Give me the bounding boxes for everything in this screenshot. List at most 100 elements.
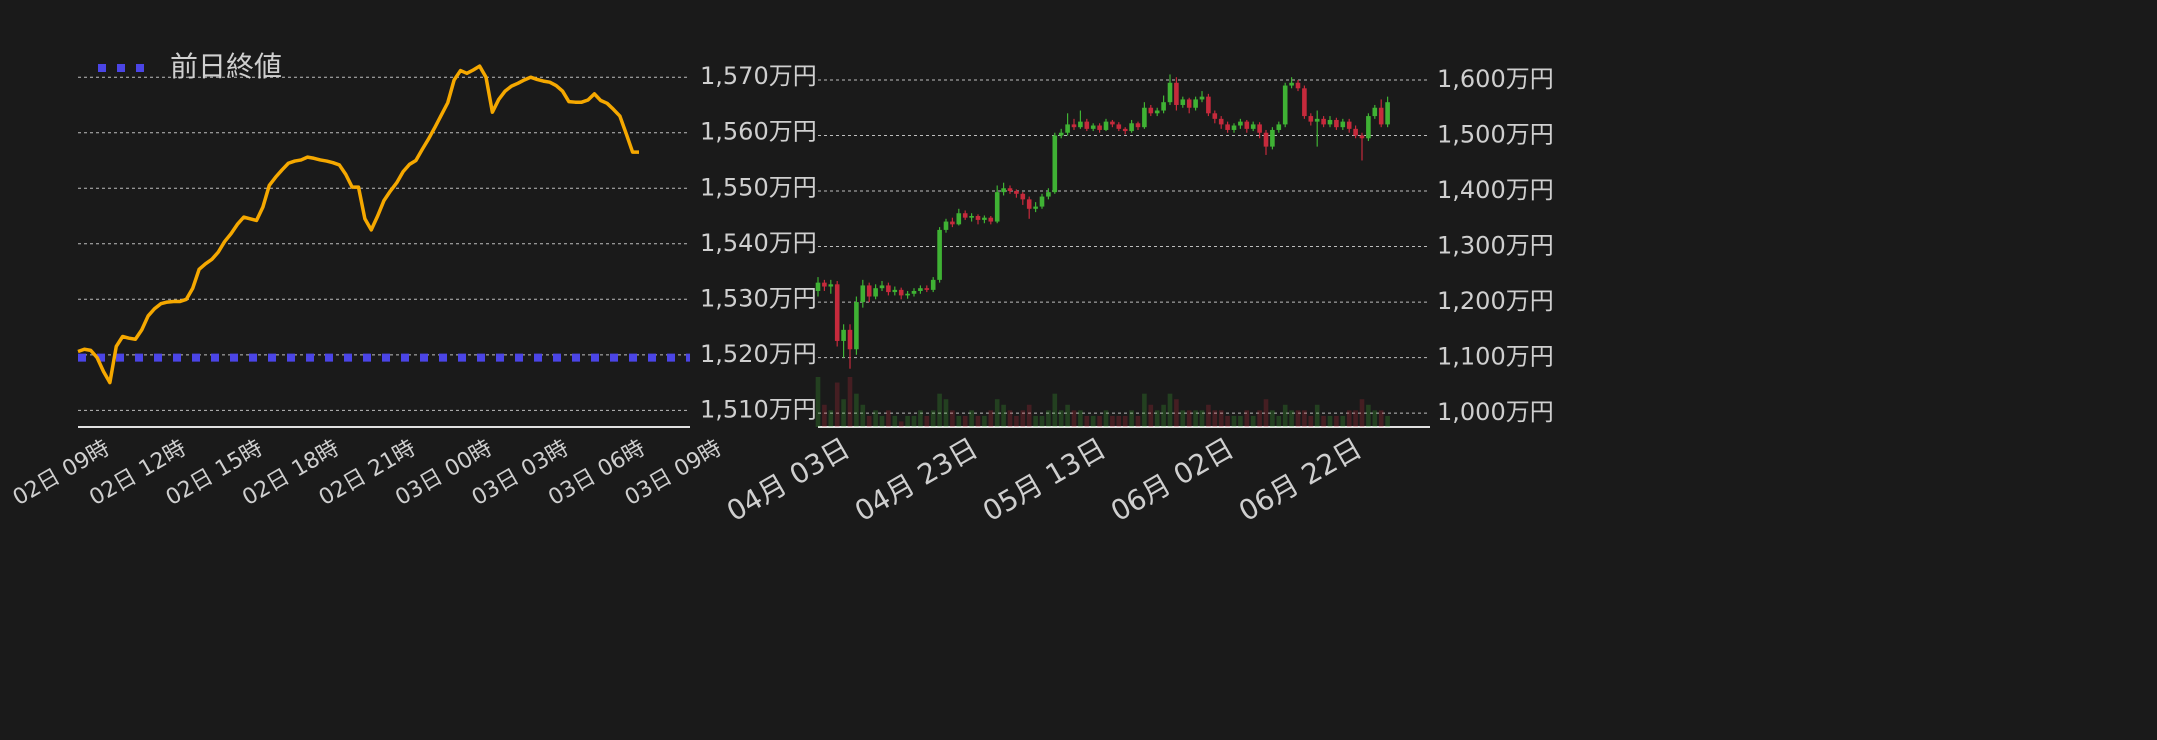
volume-bar (911, 415, 917, 427)
volume-bar (841, 399, 846, 427)
candle-body (873, 288, 878, 297)
volume-bar (1090, 415, 1096, 427)
candle-body (841, 329, 846, 341)
candle-body (1046, 192, 1051, 197)
candle-body (1353, 128, 1358, 136)
volume-bar (866, 415, 872, 427)
y-tick-label: 1,500万円 (1437, 121, 1554, 149)
volume-bar (924, 415, 930, 427)
volume-bar (1116, 415, 1122, 427)
volume-bar (1244, 410, 1250, 427)
volume-bar (918, 410, 923, 427)
y-tick-label: 1,570万円 (700, 62, 817, 90)
candle-body (1372, 107, 1378, 117)
volume-bar (1238, 415, 1243, 427)
volume-bar (1199, 410, 1205, 427)
candle-body (1122, 128, 1128, 132)
volume-bar (1327, 415, 1333, 427)
candle-body (975, 216, 981, 220)
volume-bar (1020, 410, 1026, 427)
candle-body (943, 221, 949, 230)
volume-bar (1129, 410, 1134, 427)
volume-bar (1071, 410, 1077, 427)
candle-body (1257, 124, 1262, 133)
volume-bar (1340, 415, 1346, 427)
volume-bar (1058, 410, 1064, 427)
volume-bar (1250, 415, 1256, 427)
y-tick-label: 1,550万円 (700, 173, 817, 201)
candle-body (1270, 129, 1275, 147)
candle-body (860, 285, 866, 303)
candle-body (1193, 99, 1198, 108)
volume-bar (854, 393, 859, 427)
candle-body (962, 213, 968, 218)
y-tick-label: 1,520万円 (700, 340, 817, 368)
candle-body (1359, 135, 1365, 139)
y-tick-label: 1,300万円 (1437, 232, 1554, 260)
candle-body (886, 285, 891, 293)
volume-bar (1110, 415, 1115, 427)
candle-body (1327, 119, 1333, 125)
candle-body (994, 192, 1000, 222)
volume-bar (828, 410, 834, 427)
volume-bar (1161, 404, 1166, 427)
candle-body (1058, 132, 1064, 136)
volume-bar (1257, 410, 1262, 427)
volume-bar (1014, 415, 1019, 427)
price-line (77, 64, 639, 385)
volume-bar (982, 415, 987, 427)
candle-body (1276, 124, 1282, 130)
volume-bar (1378, 410, 1384, 427)
candle-body (1238, 121, 1243, 126)
candle-body (930, 279, 936, 290)
volume-bar (1321, 415, 1326, 427)
candle-body (1218, 118, 1224, 125)
candle-body (905, 293, 910, 296)
x-tick-label: 06月 02日 (1105, 431, 1239, 528)
volume-bar (1084, 415, 1090, 427)
volume-bar (1231, 415, 1237, 427)
volume-bar (1308, 415, 1314, 427)
volume-bar (879, 415, 885, 427)
candle-body (1071, 124, 1077, 128)
volume-bar (873, 410, 878, 427)
candle-body (1199, 96, 1205, 100)
candle-body (1154, 110, 1160, 114)
candle-body (1289, 82, 1294, 86)
candle-body (1078, 121, 1083, 128)
candle-body (1129, 123, 1134, 132)
volume-bar (956, 415, 962, 427)
volume-bar (1314, 404, 1320, 427)
volume-bar (1154, 410, 1160, 427)
candle-body (1231, 125, 1237, 130)
volume-bar (1372, 410, 1378, 427)
candle-body (866, 285, 872, 297)
volume-bar (994, 399, 1000, 427)
volume-bar (1065, 404, 1070, 427)
candle-body (1186, 99, 1192, 108)
volume-bar (1135, 415, 1141, 427)
volume-bar (930, 410, 936, 427)
y-tick-label: 1,560万円 (700, 118, 817, 146)
legend-label: 前日終値 (170, 50, 282, 83)
candle-body (854, 302, 859, 350)
x-tick-label: 06月 22日 (1233, 431, 1367, 528)
candle-body (1250, 124, 1256, 129)
candle-body (950, 221, 955, 225)
candle-body (1116, 124, 1122, 129)
y-tick-label: 1,540万円 (700, 229, 817, 257)
volume-bar (1276, 415, 1282, 427)
candle-body (1321, 118, 1326, 125)
volume-bar (1148, 404, 1154, 427)
x-tick-label: 04月 03日 (721, 431, 855, 528)
volume-bar (1282, 404, 1288, 427)
volume-bar (898, 421, 904, 427)
x-tick-label: 05月 13日 (977, 431, 1111, 528)
candle-body (1033, 206, 1038, 209)
candle-body (1148, 107, 1154, 114)
candle-body (956, 213, 962, 225)
volume-bar (1353, 410, 1358, 427)
volume-bar (1007, 410, 1013, 427)
volume-bar (950, 410, 955, 427)
